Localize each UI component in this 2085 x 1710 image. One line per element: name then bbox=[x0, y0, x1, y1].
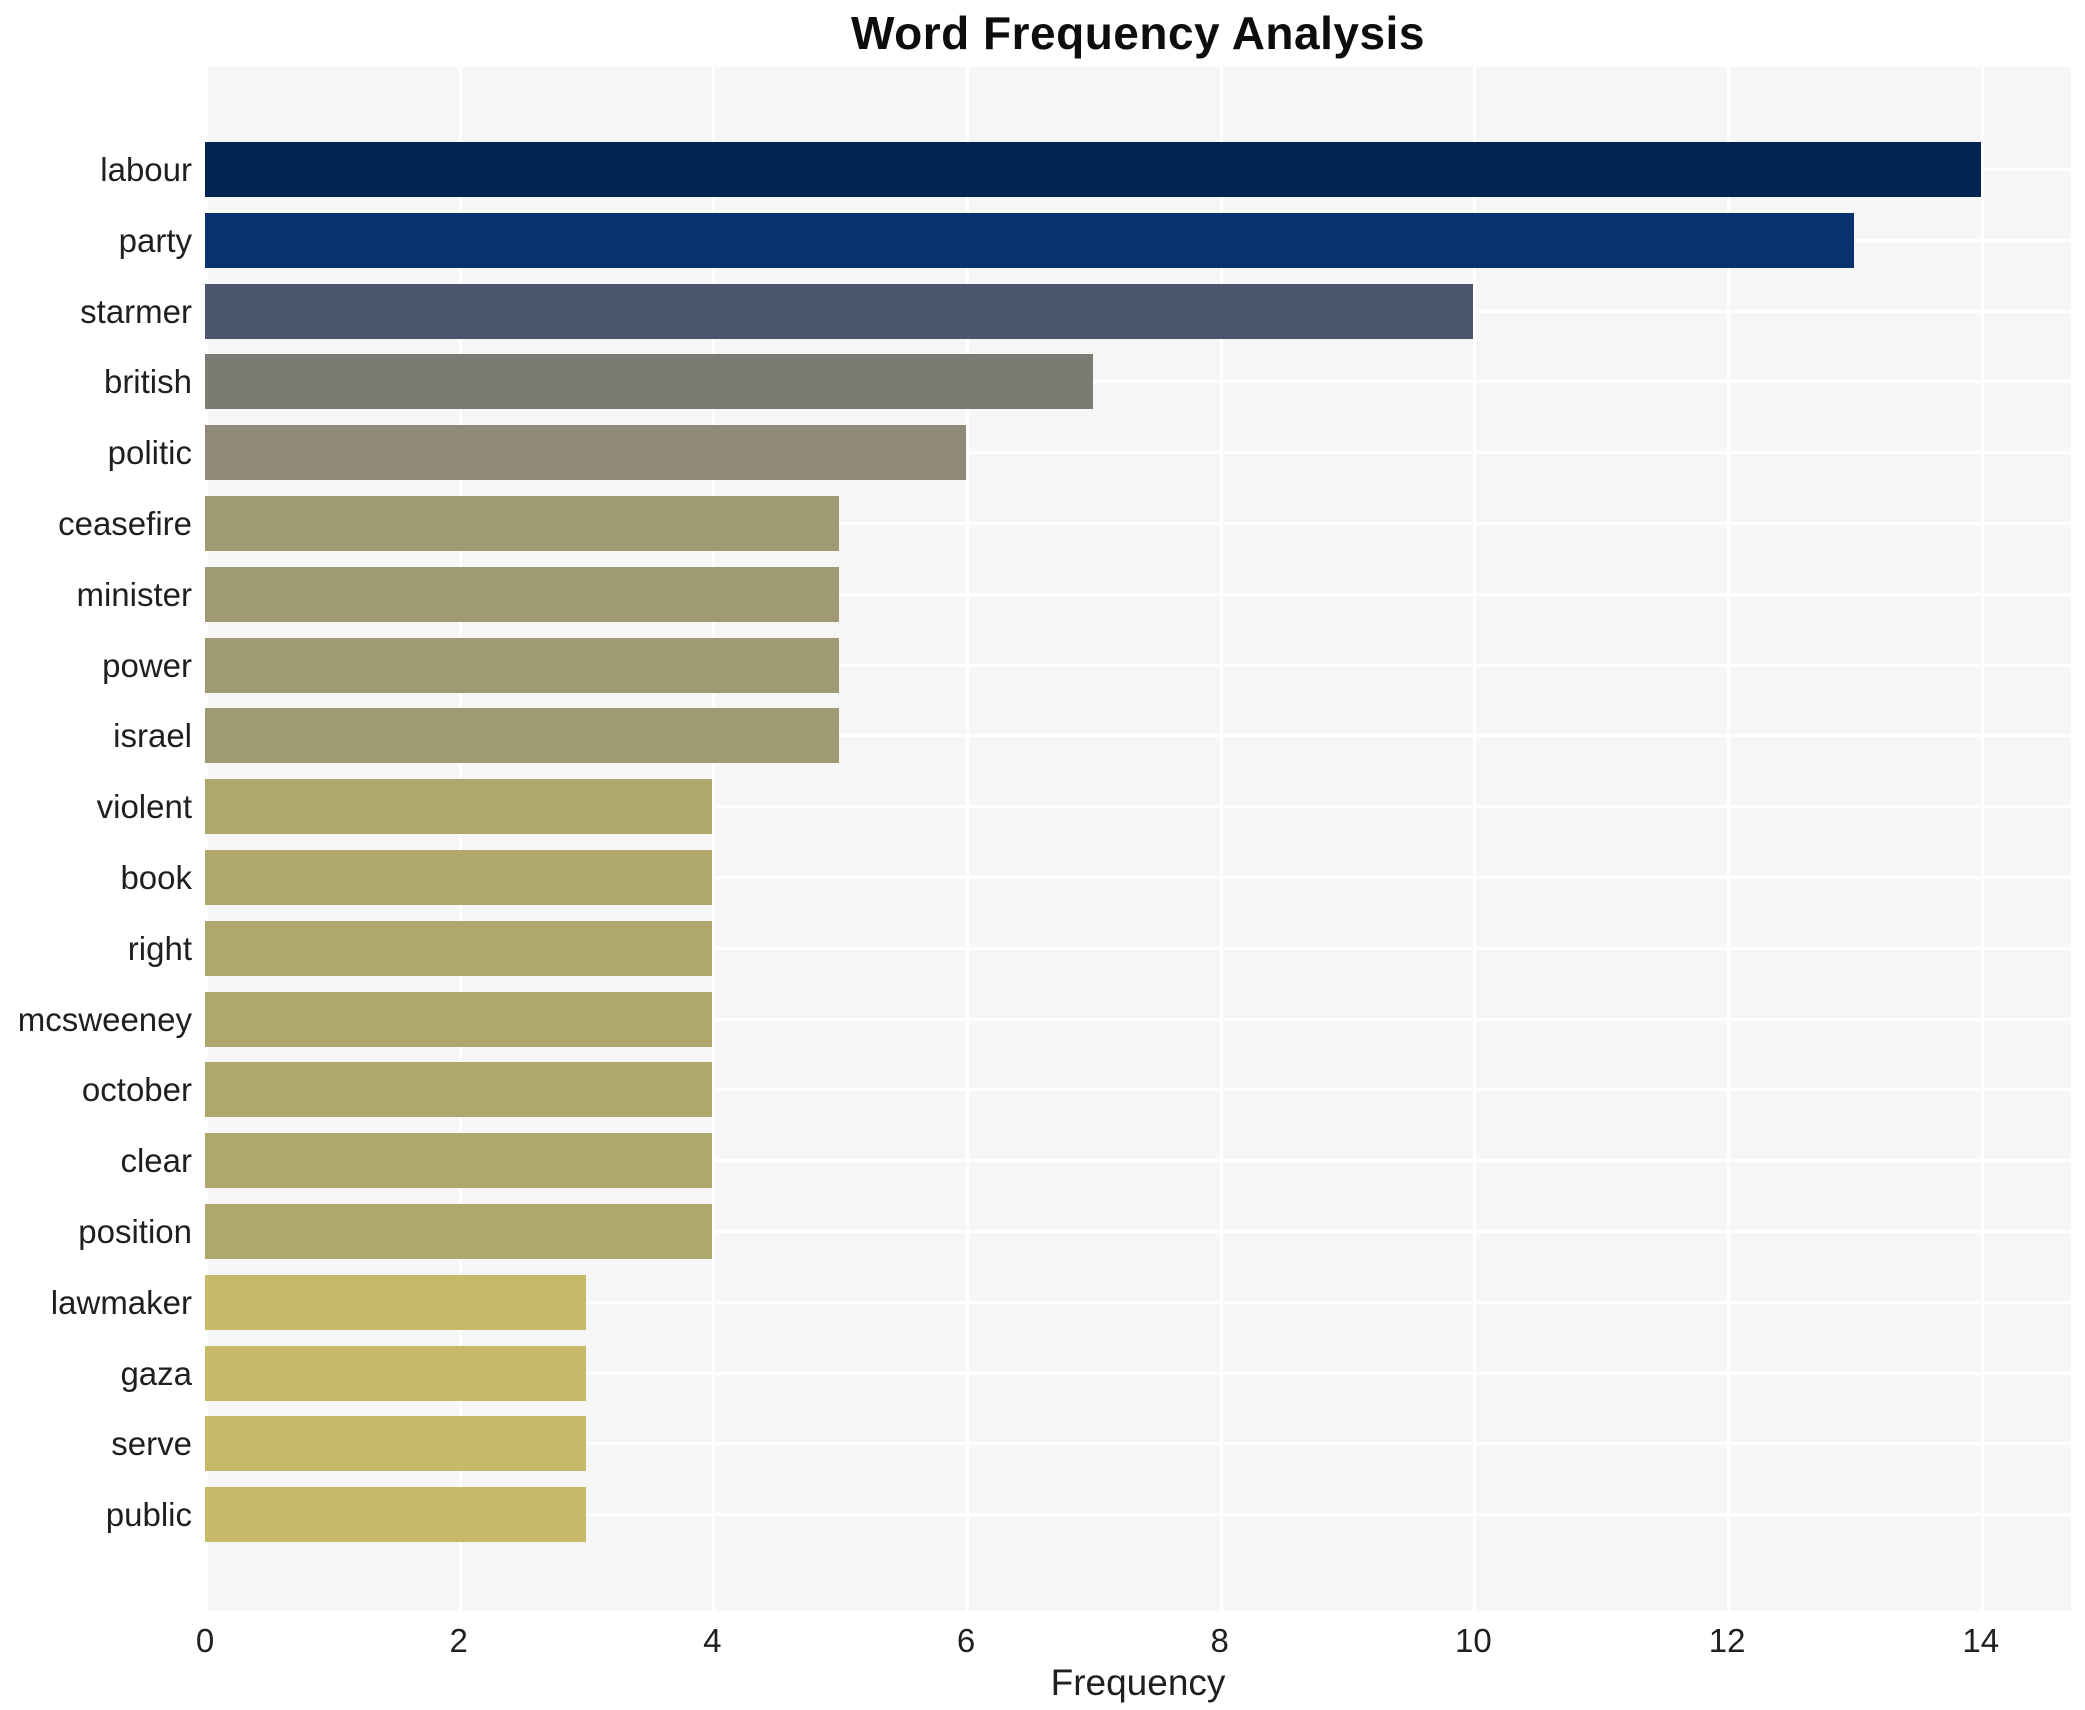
gridline-horizontal bbox=[205, 1513, 2071, 1517]
x-axis-tick-4: 4 bbox=[703, 1622, 722, 1659]
gridline-horizontal bbox=[205, 1088, 2071, 1092]
chart-title: Word Frequency Analysis bbox=[851, 7, 1425, 59]
bar-gaza bbox=[205, 1345, 586, 1401]
bar-party bbox=[205, 212, 1854, 268]
bar-starmer bbox=[205, 283, 1474, 339]
gridline-horizontal bbox=[205, 876, 2071, 879]
bar-clear bbox=[205, 1133, 713, 1189]
bar-politic bbox=[205, 425, 967, 481]
gridline-horizontal bbox=[205, 946, 2071, 950]
gridline-horizontal bbox=[205, 734, 2071, 738]
y-axis-label-politic: politic bbox=[107, 434, 192, 472]
y-axis-label-october: october bbox=[81, 1071, 192, 1109]
gridline-vertical bbox=[458, 67, 462, 1611]
gridline-vertical bbox=[205, 67, 208, 1611]
gridline-vertical bbox=[1473, 67, 1477, 1611]
y-axis-label-starmer: starmer bbox=[80, 292, 192, 330]
y-axis-label-violent: violent bbox=[96, 788, 192, 826]
x-axis-tick-6: 6 bbox=[956, 1622, 976, 1659]
bar-labour bbox=[205, 142, 1981, 197]
x-axis-tick-10: 10 bbox=[1455, 1622, 1492, 1659]
gridline-vertical bbox=[1727, 67, 1731, 1611]
bar-violent bbox=[205, 779, 713, 835]
x-axis-title: Frequency bbox=[1050, 1662, 1226, 1703]
bar-public bbox=[205, 1487, 586, 1543]
gridline-vertical bbox=[1980, 67, 1984, 1611]
x-axis-tick-12: 12 bbox=[1708, 1622, 1746, 1659]
bar-lawmaker bbox=[205, 1274, 586, 1330]
gridline-horizontal bbox=[205, 380, 2071, 384]
bar-mcsweeney bbox=[205, 991, 713, 1047]
gridline-vertical bbox=[712, 67, 716, 1611]
x-axis-tick-14: 14 bbox=[1962, 1622, 2000, 1659]
gridline-horizontal bbox=[205, 1371, 2071, 1375]
x-axis-tick-2: 2 bbox=[449, 1622, 468, 1659]
gridline-vertical bbox=[966, 67, 970, 1611]
gridline-horizontal bbox=[205, 1300, 2071, 1304]
bar-position bbox=[205, 1204, 713, 1259]
gridline-horizontal bbox=[205, 805, 2071, 809]
y-axis-label-book: book bbox=[120, 859, 192, 896]
bar-book bbox=[205, 850, 713, 905]
gridline-horizontal bbox=[205, 1159, 2071, 1163]
y-axis-label-british: british bbox=[103, 363, 192, 401]
x-axis-tick-0: 0 bbox=[195, 1622, 215, 1659]
gridline-horizontal bbox=[205, 451, 2071, 455]
bar-serve bbox=[205, 1416, 586, 1472]
gridline-horizontal bbox=[205, 522, 2071, 525]
y-axis-label-serve: serve bbox=[111, 1425, 192, 1463]
y-axis-label-position: position bbox=[78, 1213, 192, 1250]
bar-power bbox=[205, 637, 840, 693]
gridline-horizontal bbox=[205, 1017, 2071, 1021]
gridline-horizontal bbox=[205, 1230, 2071, 1233]
bar-october bbox=[205, 1062, 713, 1118]
gridline-horizontal bbox=[205, 592, 2071, 596]
y-axis-label-power: power bbox=[102, 646, 192, 684]
bar-ceasefire bbox=[205, 496, 840, 551]
bar-british bbox=[205, 354, 1093, 410]
gridline-horizontal bbox=[205, 663, 2071, 667]
gridline-vertical bbox=[1219, 67, 1223, 1611]
gridline-horizontal bbox=[205, 1442, 2071, 1446]
y-axis-label-minister: minister bbox=[76, 575, 192, 613]
bar-israel bbox=[205, 708, 840, 764]
y-axis-label-clear: clear bbox=[120, 1142, 192, 1180]
y-axis-label-israel: israel bbox=[113, 717, 192, 755]
x-axis-tick-8: 8 bbox=[1210, 1622, 1229, 1659]
plot-area bbox=[205, 67, 2071, 1611]
bar-right bbox=[205, 920, 713, 976]
y-axis-label-right: right bbox=[127, 929, 192, 967]
y-axis-label-ceasefire: ceasefire bbox=[58, 505, 192, 542]
y-axis-label-gaza: gaza bbox=[120, 1354, 192, 1392]
y-axis-label-party: party bbox=[118, 221, 192, 259]
y-axis-label-public: public bbox=[105, 1496, 192, 1534]
y-axis-label-lawmaker: lawmaker bbox=[50, 1283, 192, 1321]
y-axis-label-labour: labour bbox=[100, 151, 192, 188]
y-axis-label-mcsweeney: mcsweeney bbox=[17, 1000, 192, 1038]
bar-minister bbox=[205, 566, 840, 622]
